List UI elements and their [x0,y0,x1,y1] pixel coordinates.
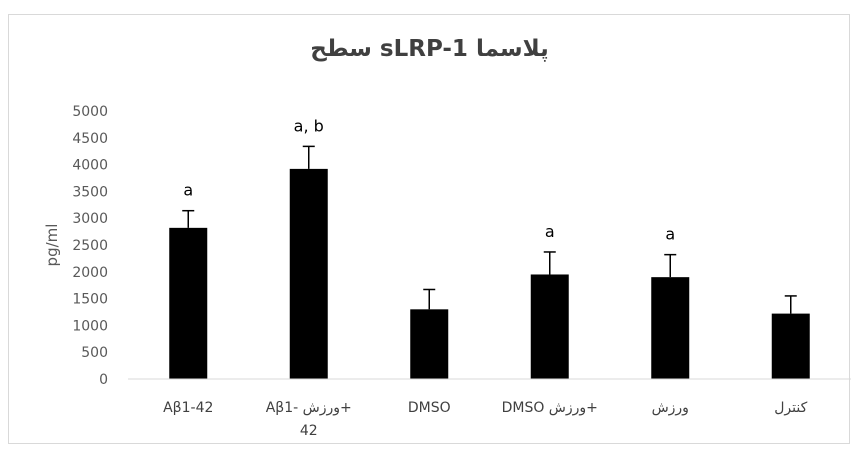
x-tick-label: ورزش [652,400,689,416]
x-tick-label: DMSO ورزش+ [502,400,598,416]
chart-title: سطح sLRP-1 پلاسما [310,36,549,62]
y-tick-label: 0 [99,372,108,388]
significance-label: a [183,181,193,200]
y-tick-label: 1500 [72,292,108,308]
y-tick-label: 3000 [72,211,108,227]
bar [289,168,328,379]
y-tick-label: 5000 [72,104,108,120]
bar [410,309,449,379]
x-tick-label: Aβ1- ورزش+ [266,400,352,416]
x-tick-label: 42 [300,423,318,439]
bar [169,227,208,379]
y-tick-label: 2500 [72,238,108,254]
x-tick-label: DMSO [408,400,451,416]
y-tick-label: 4500 [72,131,108,147]
y-tick-label: 500 [81,345,108,361]
x-tick-label: کنترل [774,400,807,416]
y-tick-label: 1000 [72,318,108,334]
bar [771,313,810,379]
y-tick-label: 2000 [72,265,108,281]
significance-label: a, b [294,116,324,135]
y-tick-label: 3500 [72,184,108,200]
y-tick-label: 4000 [72,158,108,174]
y-axis-label: pg/ml [43,224,61,267]
x-tick-label: Aβ1-42 [163,400,213,416]
bar [530,274,569,379]
significance-label: a [665,225,675,244]
bar [651,277,690,379]
significance-label: a [545,222,555,241]
